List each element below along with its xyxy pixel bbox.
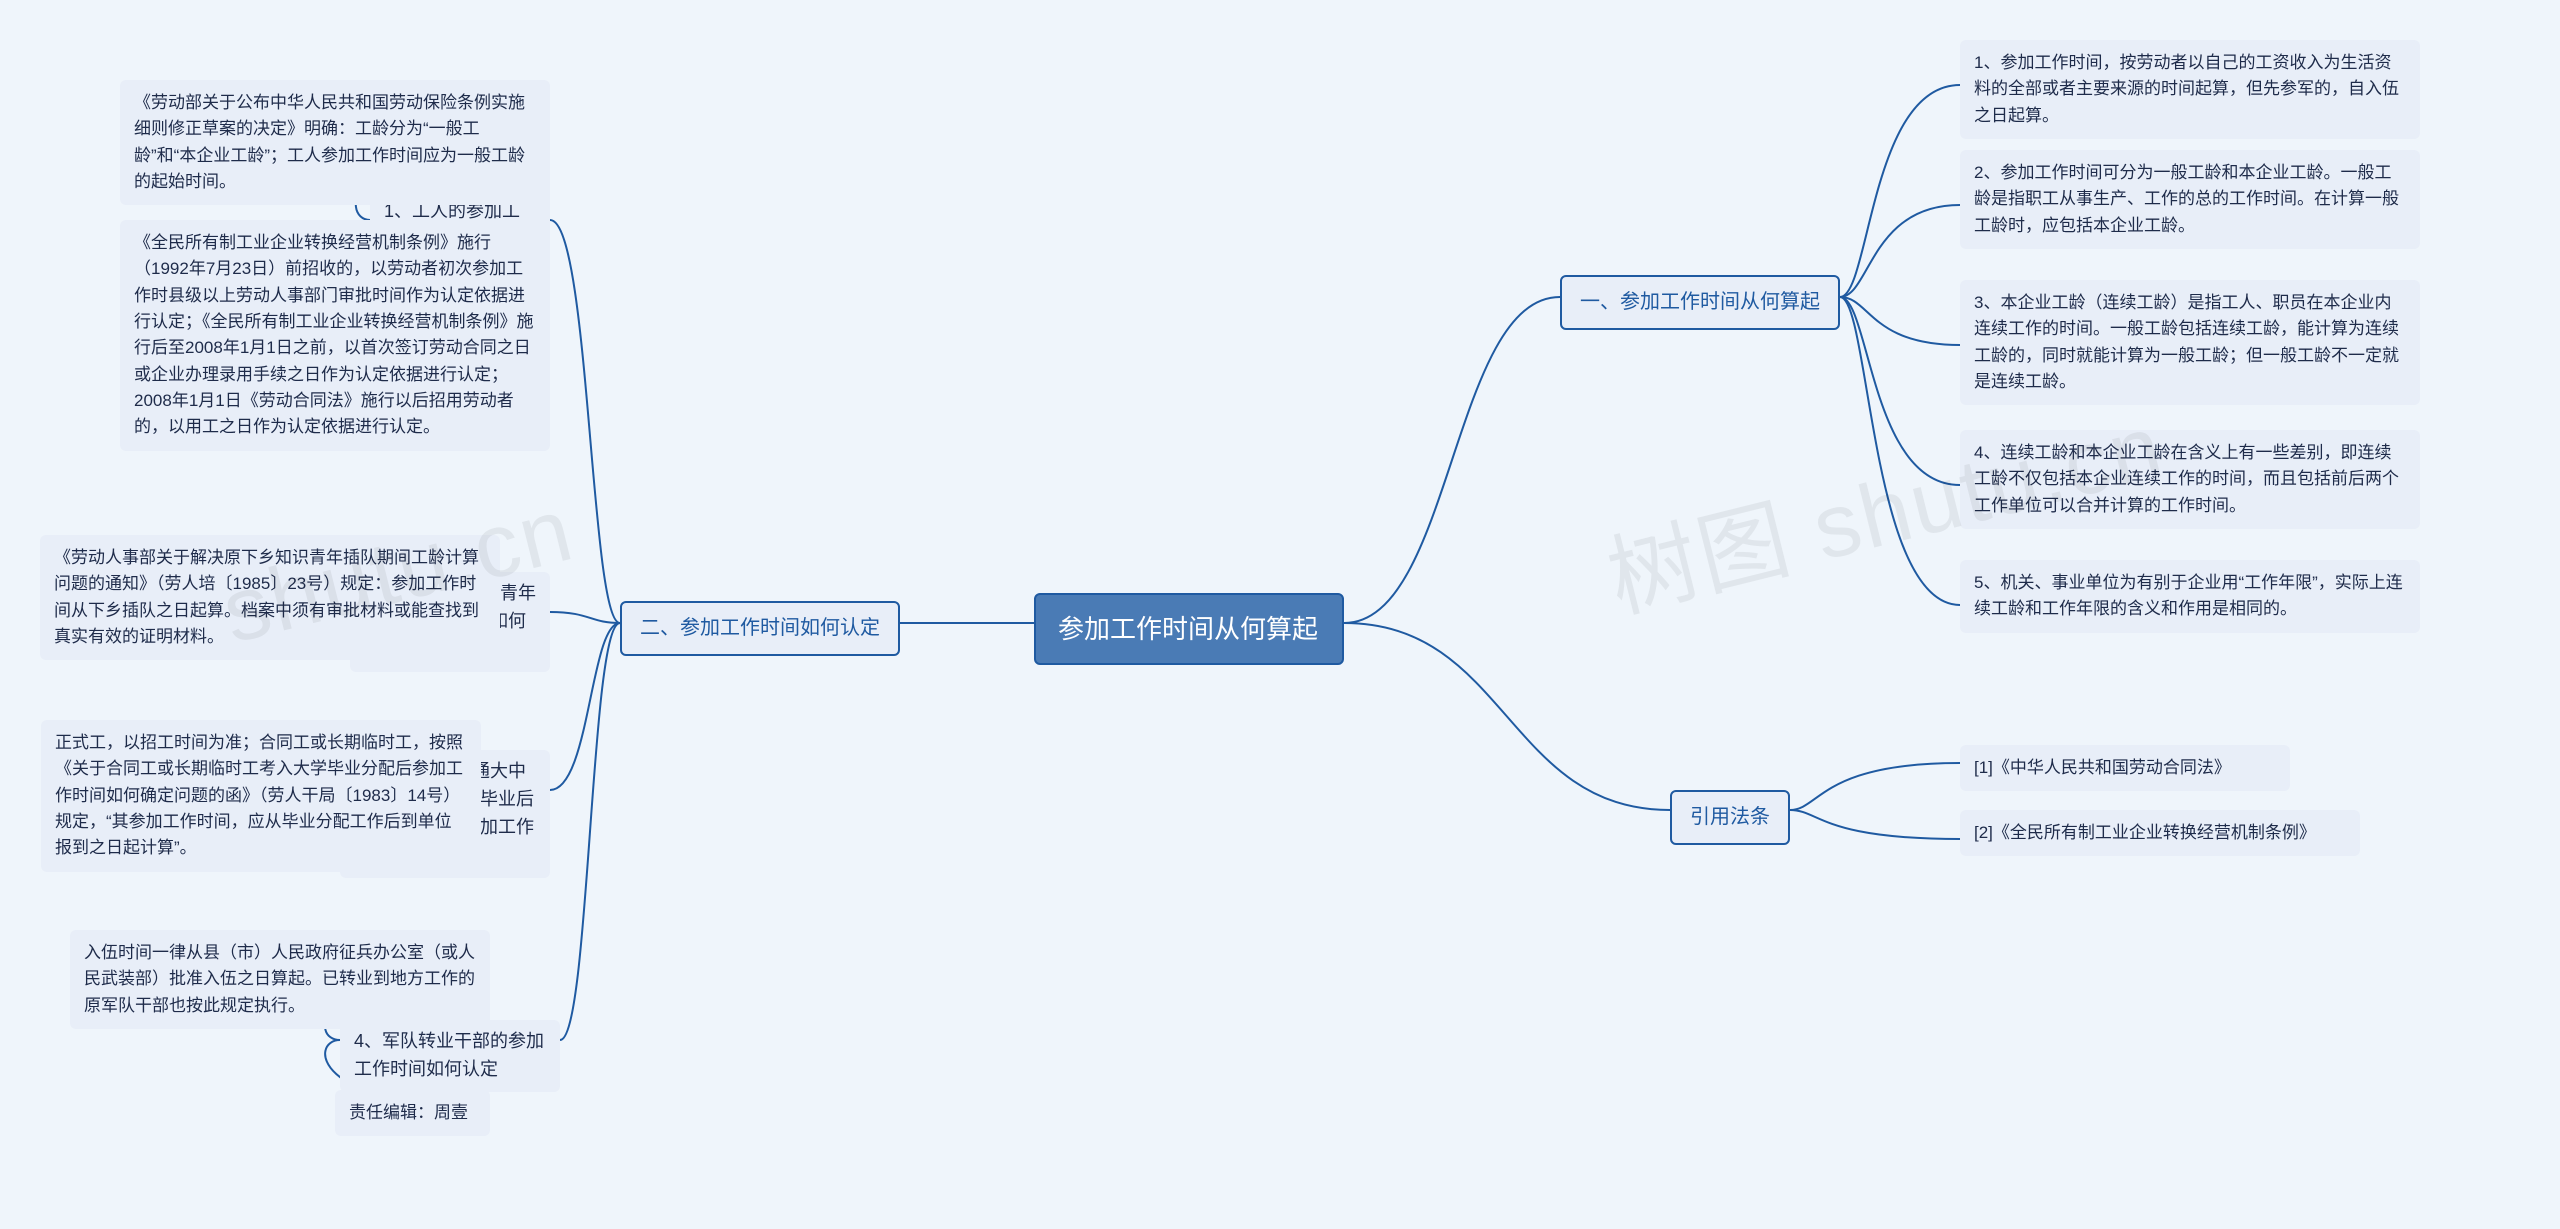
l1b-node: 《全民所有制工业企业转换经营机制条例》施行（1992年7月23日）前招收的，以劳…	[120, 220, 550, 451]
l4b-node: 责任编辑：周壹	[335, 1090, 490, 1136]
l4a-node: 入伍时间一律从县（市）人民政府征兵办公室（或人民武装部）批准入伍之日算起。已转业…	[70, 930, 490, 1029]
r1b-node: 2、参加工作时间可分为一般工龄和本企业工龄。一般工龄是指职工从事生产、工作的总的…	[1960, 150, 2420, 249]
r1-node[interactable]: 一、参加工作时间从何算起	[1560, 275, 1840, 330]
root-node[interactable]: 参加工作时间从何算起	[1034, 593, 1344, 665]
r1a-node: 1、参加工作时间，按劳动者以自己的工资收入为生活资料的全部或者主要来源的时间起算…	[1960, 40, 2420, 139]
r2b-node: [2]《全民所有制工业企业转换经营机制条例》	[1960, 810, 2360, 856]
mindmap-canvas: 参加工作时间从何算起 一、参加工作时间从何算起 1、参加工作时间，按劳动者以自己的工…	[0, 0, 2560, 1229]
r1e-node: 5、机关、事业单位为有别于企业用“工作年限”，实际上连续工龄和工作年限的含义和作…	[1960, 560, 2420, 633]
l4-node[interactable]: 4、军队转业干部的参加工作时间如何认定	[340, 1020, 560, 1092]
r2a-node: [1]《中华人民共和国劳动合同法》	[1960, 745, 2290, 791]
l0-node[interactable]: 二、参加工作时间如何认定	[620, 601, 900, 656]
r2-node[interactable]: 引用法条	[1670, 790, 1790, 845]
l3a-node: 正式工，以招工时间为准；合同工或长期临时工，按照《关于合同工或长期临时工考入大学…	[41, 720, 481, 872]
l1a-node: 《劳动部关于公布中华人民共和国劳动保险条例实施细则修正草案的决定》明确：工龄分为…	[120, 80, 550, 205]
r1d-node: 4、连续工龄和本企业工龄在含义上有一些差别，即连续工龄不仅包括本企业连续工作的时…	[1960, 430, 2420, 529]
l2a-node: 《劳动人事部关于解决原下乡知识青年插队期间工龄计算问题的通知》（劳人培〔1985…	[40, 535, 500, 660]
r1c-node: 3、本企业工龄（连续工龄）是指工人、职员在本企业内连续工作的时间。一般工龄包括连…	[1960, 280, 2420, 405]
